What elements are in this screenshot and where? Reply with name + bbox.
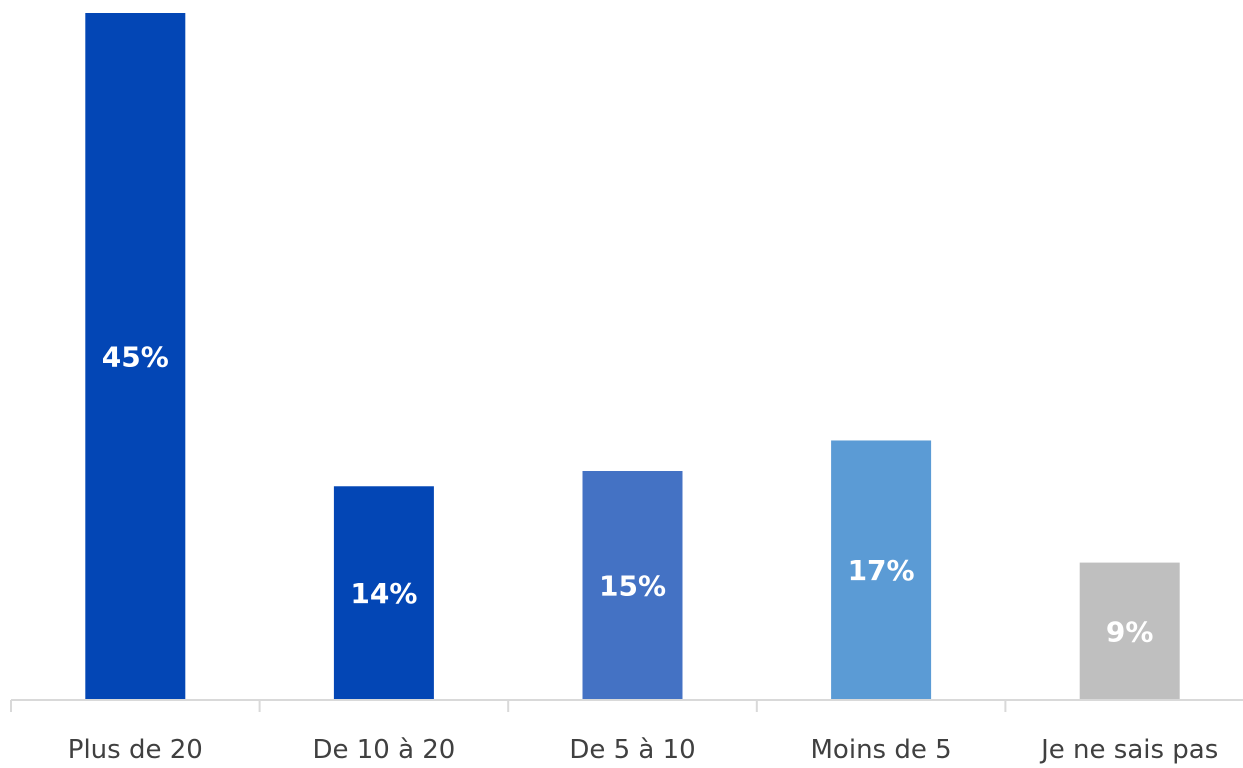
- category-label-1: Plus de 20: [68, 735, 203, 765]
- data-label-1: 45%: [102, 341, 169, 374]
- category-label-3: De 5 à 10: [569, 735, 695, 765]
- bar-1: [85, 13, 186, 700]
- category-label-2: De 10 à 20: [312, 735, 455, 765]
- labels-layer: 45% Plus de 20 14% De 10 à 20 15% De 5 à 10 17…: [68, 341, 1219, 766]
- data-label-2: 14%: [350, 577, 417, 610]
- x-axis: [10, 699, 1243, 712]
- data-label-3: 15%: [599, 570, 666, 603]
- data-label-5: 9%: [1106, 615, 1154, 648]
- bars-layer: [85, 13, 1180, 700]
- data-label-4: 17%: [848, 554, 915, 587]
- category-label-5: Je ne sais pas: [1039, 735, 1218, 765]
- bar-5: [1079, 562, 1180, 700]
- bar-4: [831, 440, 932, 700]
- bar-3: [582, 471, 683, 700]
- bar-2: [333, 486, 434, 700]
- category-label-4: Moins de 5: [811, 735, 952, 765]
